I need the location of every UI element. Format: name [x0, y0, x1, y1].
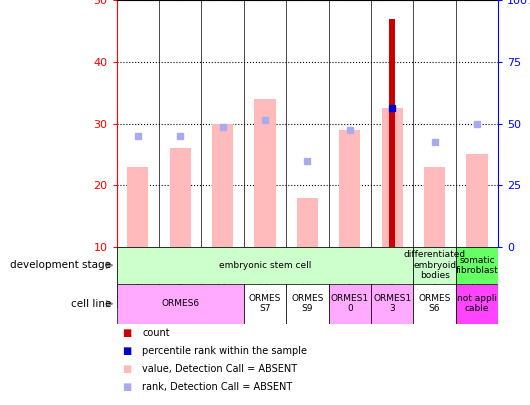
Bar: [201, 247, 244, 308]
Text: ■: ■: [122, 382, 131, 392]
Text: GSM99998: GSM99998: [134, 250, 142, 299]
Text: somatic
fibroblast: somatic fibroblast: [456, 256, 498, 275]
Text: ■: ■: [122, 364, 131, 374]
Bar: [466, 154, 488, 247]
Text: percentile rank within the sample: percentile rank within the sample: [142, 346, 307, 356]
Bar: [286, 284, 329, 324]
Bar: [159, 247, 201, 308]
Bar: [117, 284, 244, 324]
Text: GSM99965: GSM99965: [346, 250, 354, 299]
Bar: [456, 247, 498, 284]
Text: GSM100004: GSM100004: [473, 250, 481, 305]
Text: not appli
cable: not appli cable: [457, 294, 497, 313]
Text: ORMES
S9: ORMES S9: [291, 294, 324, 313]
Text: GSM99999: GSM99999: [176, 250, 184, 299]
Text: ■: ■: [122, 346, 131, 356]
Bar: [170, 148, 191, 247]
Bar: [371, 247, 413, 308]
Text: differentiated
embryoid
bodies: differentiated embryoid bodies: [403, 250, 466, 280]
Text: GSM100000: GSM100000: [218, 250, 227, 305]
Text: value, Detection Call = ABSENT: value, Detection Call = ABSENT: [142, 364, 297, 374]
Text: ORMES6: ORMES6: [161, 299, 199, 308]
Text: embryonic stem cell: embryonic stem cell: [219, 261, 311, 270]
Bar: [117, 247, 159, 308]
Bar: [127, 167, 148, 247]
Bar: [413, 247, 456, 284]
Bar: [254, 99, 276, 247]
Text: ORMES1
0: ORMES1 0: [331, 294, 369, 313]
Text: GSM99840: GSM99840: [430, 250, 439, 299]
Bar: [286, 247, 329, 308]
Text: count: count: [142, 328, 170, 338]
Bar: [456, 284, 498, 324]
Text: ORMES
S6: ORMES S6: [418, 294, 451, 313]
Text: GSM99966: GSM99966: [388, 250, 396, 299]
Text: GSM100001: GSM100001: [261, 250, 269, 305]
Bar: [413, 247, 456, 308]
Text: ORMES1
3: ORMES1 3: [373, 294, 411, 313]
Bar: [329, 247, 371, 308]
Text: cell line: cell line: [71, 299, 111, 309]
Bar: [389, 19, 395, 247]
Bar: [371, 284, 413, 324]
Text: ■: ■: [122, 328, 131, 338]
Bar: [413, 284, 456, 324]
Bar: [424, 167, 445, 247]
Bar: [382, 108, 403, 247]
Bar: [339, 130, 360, 247]
Bar: [117, 247, 413, 284]
Text: development stage: development stage: [10, 260, 111, 270]
Bar: [244, 247, 286, 308]
Bar: [244, 284, 286, 324]
Bar: [456, 247, 498, 308]
Text: ORMES
S7: ORMES S7: [249, 294, 281, 313]
Text: rank, Detection Call = ABSENT: rank, Detection Call = ABSENT: [142, 382, 292, 392]
Bar: [212, 124, 233, 247]
Bar: [329, 284, 371, 324]
Bar: [297, 198, 318, 247]
Text: GSM100002: GSM100002: [303, 250, 312, 305]
